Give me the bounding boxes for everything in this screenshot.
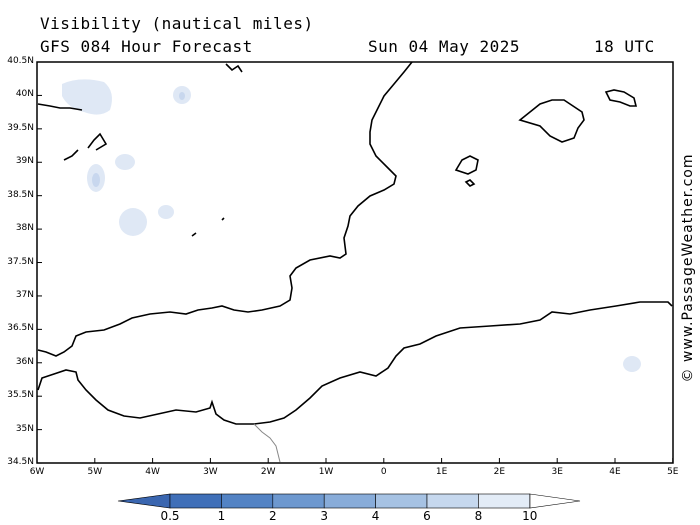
colorbar-cell <box>478 493 531 509</box>
lon-label: 4W <box>145 467 160 477</box>
lon-label: 5E <box>667 467 679 477</box>
lat-label: 36.5N <box>7 323 34 334</box>
lat-label: 35N <box>15 423 34 434</box>
colorbar-cell <box>375 493 428 509</box>
visibility-patches <box>62 79 641 372</box>
colorbar-left-arrow <box>117 493 171 509</box>
axis-ticks <box>36 61 674 464</box>
lon-label: 4E <box>609 467 621 477</box>
colorbar-right-arrow <box>529 493 581 509</box>
colorbar-label: 8 <box>474 509 483 523</box>
chart-title: Visibility (nautical miles) <box>40 14 314 33</box>
lat-label: 35.5N <box>7 390 34 401</box>
lon-label: 6W <box>29 467 45 477</box>
forecast-subtitle: GFS 084 Hour Forecast <box>40 37 253 56</box>
lon-label: 2W <box>260 467 276 477</box>
lon-label: 3E <box>551 467 563 477</box>
colorbar <box>117 493 581 509</box>
colorbar-label: 1 <box>217 509 226 523</box>
lat-label: 38N <box>15 223 34 234</box>
colorbar-label: 10 <box>522 509 538 523</box>
lon-label: 0 <box>380 467 387 477</box>
border-line <box>253 423 281 463</box>
lat-label: 37N <box>15 289 34 300</box>
forecast-time: 18 UTC <box>594 37 655 56</box>
map-border <box>36 61 674 464</box>
lon-label: 3W <box>203 467 218 477</box>
colorbar-cell <box>323 493 376 509</box>
lat-label: 38.5N <box>7 189 34 200</box>
colorbar-cell <box>272 493 325 509</box>
colorbar-cell <box>169 493 222 509</box>
lat-label: 37.5N <box>7 256 34 267</box>
lat-label: 39N <box>15 156 34 167</box>
colorbar-label: 0.5 <box>160 509 180 523</box>
lat-label: 36N <box>15 356 34 367</box>
lon-label: 1W <box>318 467 334 477</box>
colorbar-cell <box>426 493 479 509</box>
coastline <box>37 61 673 425</box>
lon-label: 5W <box>87 467 103 477</box>
credit-watermark: © www.PassageWeather.com <box>680 153 696 383</box>
lon-label: 1E <box>435 467 448 477</box>
colorbar-label: 4 <box>371 509 380 523</box>
lat-label: 40.5N <box>7 56 34 66</box>
colorbar-label: 6 <box>423 509 431 523</box>
forecast-date: Sun 04 May 2025 <box>368 37 520 56</box>
lat-label: 40N <box>15 89 34 100</box>
colorbar-label: 2 <box>268 509 277 523</box>
colorbar-cell <box>221 493 274 509</box>
lat-label: 39.5N <box>7 122 34 133</box>
colorbar-label: 3 <box>320 509 329 523</box>
lat-label: 34.5N <box>7 457 34 468</box>
lon-label: 2E <box>493 467 506 477</box>
